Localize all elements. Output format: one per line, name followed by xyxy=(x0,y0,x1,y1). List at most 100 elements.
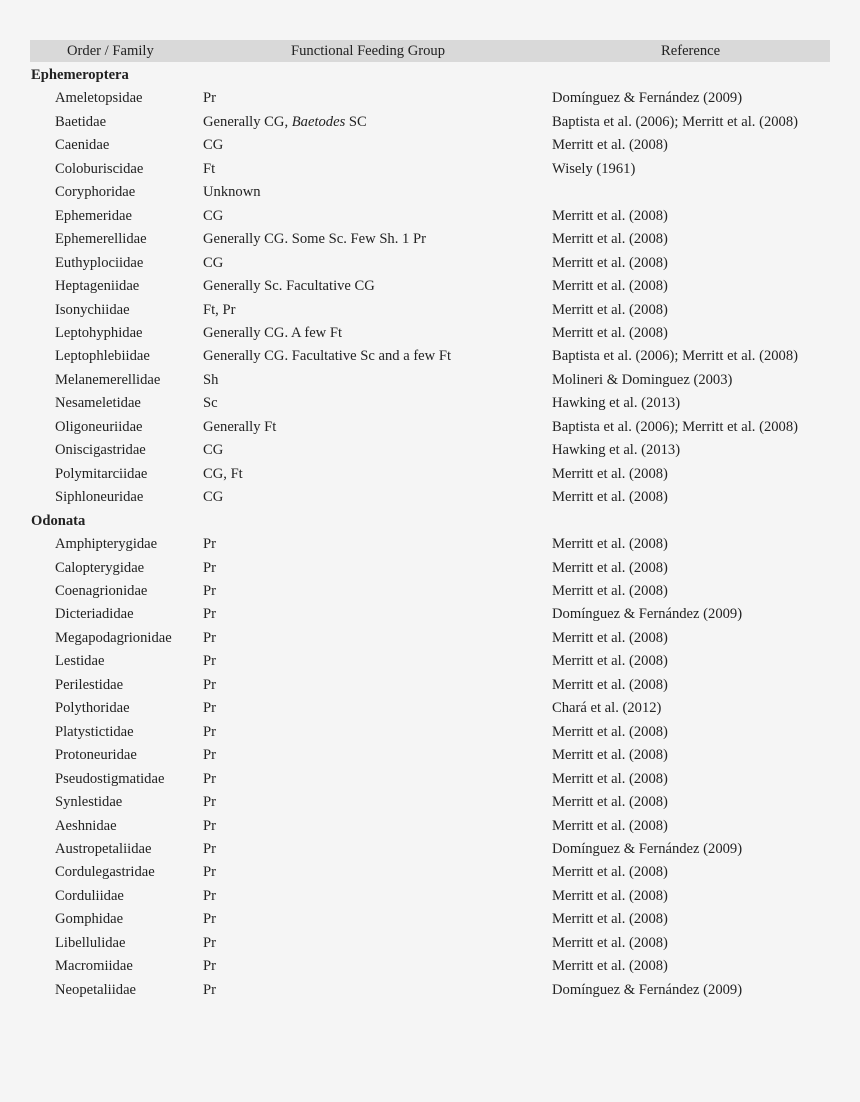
family-name: Polymitarciidae xyxy=(55,465,148,482)
group-text: Generally Sc. Facultative CG xyxy=(203,278,375,295)
table-row: Calopterygidae Pr Merritt et al. (2008) xyxy=(0,557,860,580)
group-text: Pr xyxy=(203,559,216,576)
table-row: Euthyplociidae CG Merritt et al. (2008) xyxy=(0,252,860,275)
reference: Merritt et al. (2008) xyxy=(552,770,668,787)
order-row: Ephemeroptera xyxy=(0,64,860,87)
family-name: Amphipterygidae xyxy=(55,536,158,553)
reference: Chará et al. (2012) xyxy=(552,700,662,717)
family-name: Oligoneuriidae xyxy=(55,418,143,435)
group-text: Generally CG. A few Ft xyxy=(203,324,343,341)
table-row: Ephemeridae CG Merritt et al. (2008) xyxy=(0,205,860,228)
reference: Merritt et al. (2008) xyxy=(552,536,668,553)
reference: Merritt et al. (2008) xyxy=(552,324,668,341)
group-text: Pr xyxy=(203,794,216,811)
functional-feeding-group: Pr xyxy=(203,932,216,955)
table-row: Ephemerellidae Generally CG. Some Sc. Few… xyxy=(0,228,860,251)
table-row: Libellulidae Pr Merritt et al. (2008) xyxy=(0,932,860,955)
reference: Merritt et al. (2008) xyxy=(552,723,668,740)
group-text: Pr xyxy=(203,817,216,834)
table-row: Gomphidae Pr Merritt et al. (2008) xyxy=(0,908,860,931)
reference: Merritt et al. (2008) xyxy=(552,231,668,248)
group-text: Pr xyxy=(203,911,216,928)
table-row: Leptophlebiidae Generally CG. Facultative… xyxy=(0,345,860,368)
group-text: CG xyxy=(203,137,224,154)
group-text: Pr xyxy=(203,864,216,881)
group-text: SC xyxy=(345,113,367,130)
family-name: Coenagrionidae xyxy=(55,582,148,599)
family-name: Macromiidae xyxy=(55,958,133,975)
functional-feeding-group: CG xyxy=(203,439,223,462)
functional-feeding-group: CG xyxy=(203,134,223,157)
reference: Merritt et al. (2008) xyxy=(552,278,668,295)
table-row: Perilestidae Pr Merritt et al. (2008) xyxy=(0,674,860,697)
functional-feeding-group: Pr xyxy=(203,627,216,650)
group-text: Pr xyxy=(203,90,216,107)
family-name: Dicteriadidae xyxy=(55,606,134,623)
reference: Merritt et al. (2008) xyxy=(552,582,668,599)
functional-feeding-group: Pr xyxy=(203,979,216,1002)
group-text: Pr xyxy=(203,887,216,904)
group-text: Pr xyxy=(203,934,216,951)
functional-feeding-group: Pr xyxy=(203,744,216,767)
group-text: Pr xyxy=(203,981,216,998)
table-row: Oligoneuriidae Generally Ft Baptista et al… xyxy=(0,416,860,439)
table-row: Melanemerellidae Sh Molineri & Dominguez (… xyxy=(0,369,860,392)
table-row: Coryphoridae Unknown xyxy=(0,181,860,204)
group-text: Generally CG. Some Sc. Few Sh. 1 Pr xyxy=(203,231,426,248)
table-header: Order / Family Functional Feeding Group … xyxy=(30,40,830,62)
functional-feeding-group: Pr xyxy=(203,908,216,931)
functional-feeding-group: Pr xyxy=(203,861,216,884)
functional-feeding-group: Generally CG. Some Sc. Few Sh. 1 Pr xyxy=(203,228,426,251)
reference: Domínguez & Fernández (2009) xyxy=(552,840,743,857)
group-text: Baetodes xyxy=(291,113,346,130)
order-name: Odonata xyxy=(31,512,86,529)
group-text: Pr xyxy=(203,723,216,740)
group-text: Pr xyxy=(203,676,216,693)
functional-feeding-group: CG xyxy=(203,252,223,275)
reference: Merritt et al. (2008) xyxy=(552,137,668,154)
functional-feeding-group: Pr xyxy=(203,557,216,580)
functional-feeding-group: Generally Ft xyxy=(203,416,276,439)
group-text: CG xyxy=(203,254,224,271)
group-text: Generally Ft xyxy=(203,418,277,435)
reference: Domínguez & Fernández (2009) xyxy=(552,606,743,623)
table-row: Isonychiidae Ft, Pr Merritt et al. (2008) xyxy=(0,299,860,322)
family-name: Ephemerellidae xyxy=(55,231,147,248)
group-text: Pr xyxy=(203,582,216,599)
family-name: Calopterygidae xyxy=(55,559,145,576)
group-text: Generally CG, xyxy=(203,113,292,130)
functional-feeding-group: Pr xyxy=(203,791,216,814)
reference: Merritt et al. (2008) xyxy=(552,887,668,904)
family-name: Baetidae xyxy=(55,113,107,130)
functional-feeding-group: Pr xyxy=(203,603,216,626)
table-row: Cordulegastridae Pr Merritt et al. (2008) xyxy=(0,861,860,884)
table-row: Ameletopsidae Pr Domínguez & Fernández (20… xyxy=(0,87,860,110)
functional-feeding-group: Generally CG. Facultative Sc and a few F… xyxy=(203,345,451,368)
table-row: Polymitarciidae CG, Ft Merritt et al. (200… xyxy=(0,463,860,486)
reference: Merritt et al. (2008) xyxy=(552,207,668,224)
reference: Merritt et al. (2008) xyxy=(552,254,668,271)
table-row: Megapodagrionidae Pr Merritt et al. (2008) xyxy=(0,627,860,650)
table-row: Corduliidae Pr Merritt et al. (2008) xyxy=(0,885,860,908)
group-text: Pr xyxy=(203,536,216,553)
family-name: Neopetaliidae xyxy=(55,981,137,998)
group-text: Sc xyxy=(203,395,218,412)
functional-feeding-group: CG, Ft xyxy=(203,463,243,486)
reference: Merritt et al. (2008) xyxy=(552,653,668,670)
reference: Hawking et al. (2013) xyxy=(552,395,681,412)
group-text: Pr xyxy=(203,653,216,670)
group-text: CG xyxy=(203,489,224,506)
family-name: Synlestidae xyxy=(55,794,123,811)
table-row: Baetidae Generally CG, Baetodes SC Baptist… xyxy=(0,111,860,134)
family-name: Platystictidae xyxy=(55,723,134,740)
table-row: Neopetaliidae Pr Domínguez & Fernández (20… xyxy=(0,979,860,1002)
table-row: Dicteriadidae Pr Domínguez & Fernández (20… xyxy=(0,603,860,626)
family-name: Heptageniidae xyxy=(55,278,140,295)
table-row: Siphloneuridae CG Merritt et al. (2008) xyxy=(0,486,860,509)
reference: Merritt et al. (2008) xyxy=(552,629,668,646)
functional-feeding-group: Generally CG, Baetodes SC xyxy=(203,111,367,134)
family-name: Libellulidae xyxy=(55,934,126,951)
family-name: Isonychiidae xyxy=(55,301,130,318)
reference: Baptista et al. (2006); Merritt et al. (… xyxy=(552,348,798,365)
reference: Domínguez & Fernández (2009) xyxy=(552,90,743,107)
